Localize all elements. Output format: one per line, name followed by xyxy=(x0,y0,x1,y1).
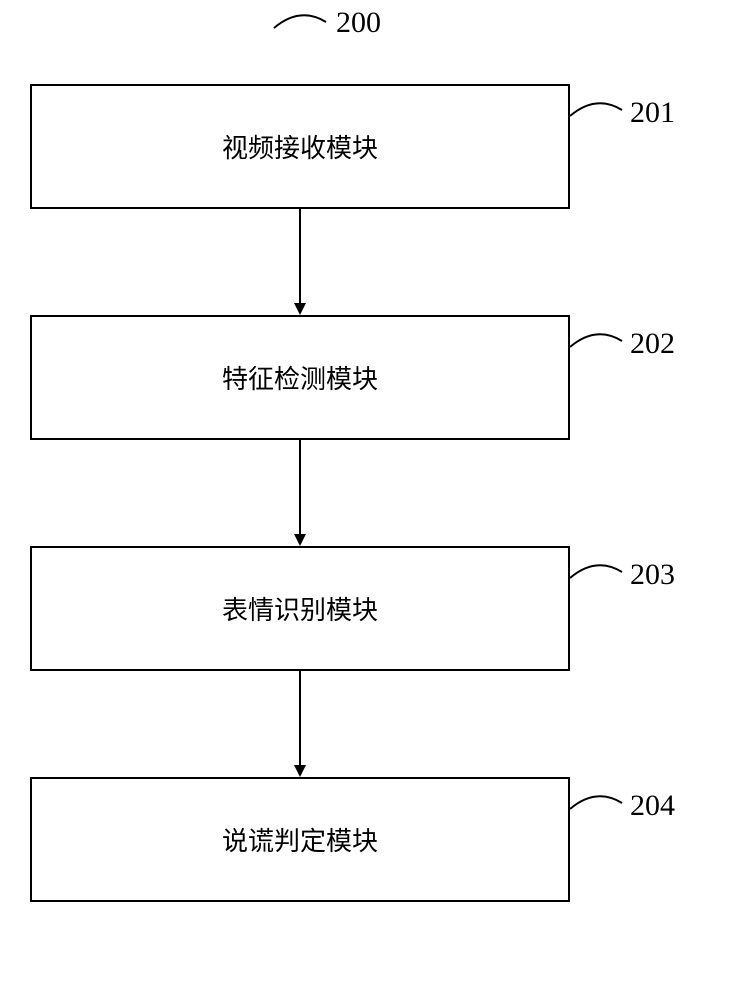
flowchart-canvas: 200 视频接收模块 201 特征检测模块 202 表情识别模块 203 说谎判… xyxy=(0,0,731,1000)
node-feature-detect-label: 特征检测模块 xyxy=(222,359,378,396)
node-expression-recognize: 表情识别模块 xyxy=(30,546,570,671)
node-feature-detect-number: 202 xyxy=(630,327,675,361)
swash-202 xyxy=(570,334,622,347)
swash-203 xyxy=(570,565,622,578)
node-video-receive: 视频接收模块 xyxy=(30,84,570,209)
node-feature-detect: 特征检测模块 xyxy=(30,315,570,440)
swash-201 xyxy=(570,103,622,116)
node-video-receive-label: 视频接收模块 xyxy=(222,128,378,165)
swash-204 xyxy=(570,796,622,809)
node-lie-judgment-label: 说谎判定模块 xyxy=(222,821,378,858)
figure-number-label: 200 xyxy=(336,6,381,40)
node-expression-recognize-label: 表情识别模块 xyxy=(222,590,378,627)
node-video-receive-number: 201 xyxy=(630,96,675,130)
node-lie-judgment-number: 204 xyxy=(630,789,675,823)
node-expression-recognize-number: 203 xyxy=(630,558,675,592)
node-lie-judgment: 说谎判定模块 xyxy=(30,777,570,902)
figure-number-swash xyxy=(274,15,326,28)
